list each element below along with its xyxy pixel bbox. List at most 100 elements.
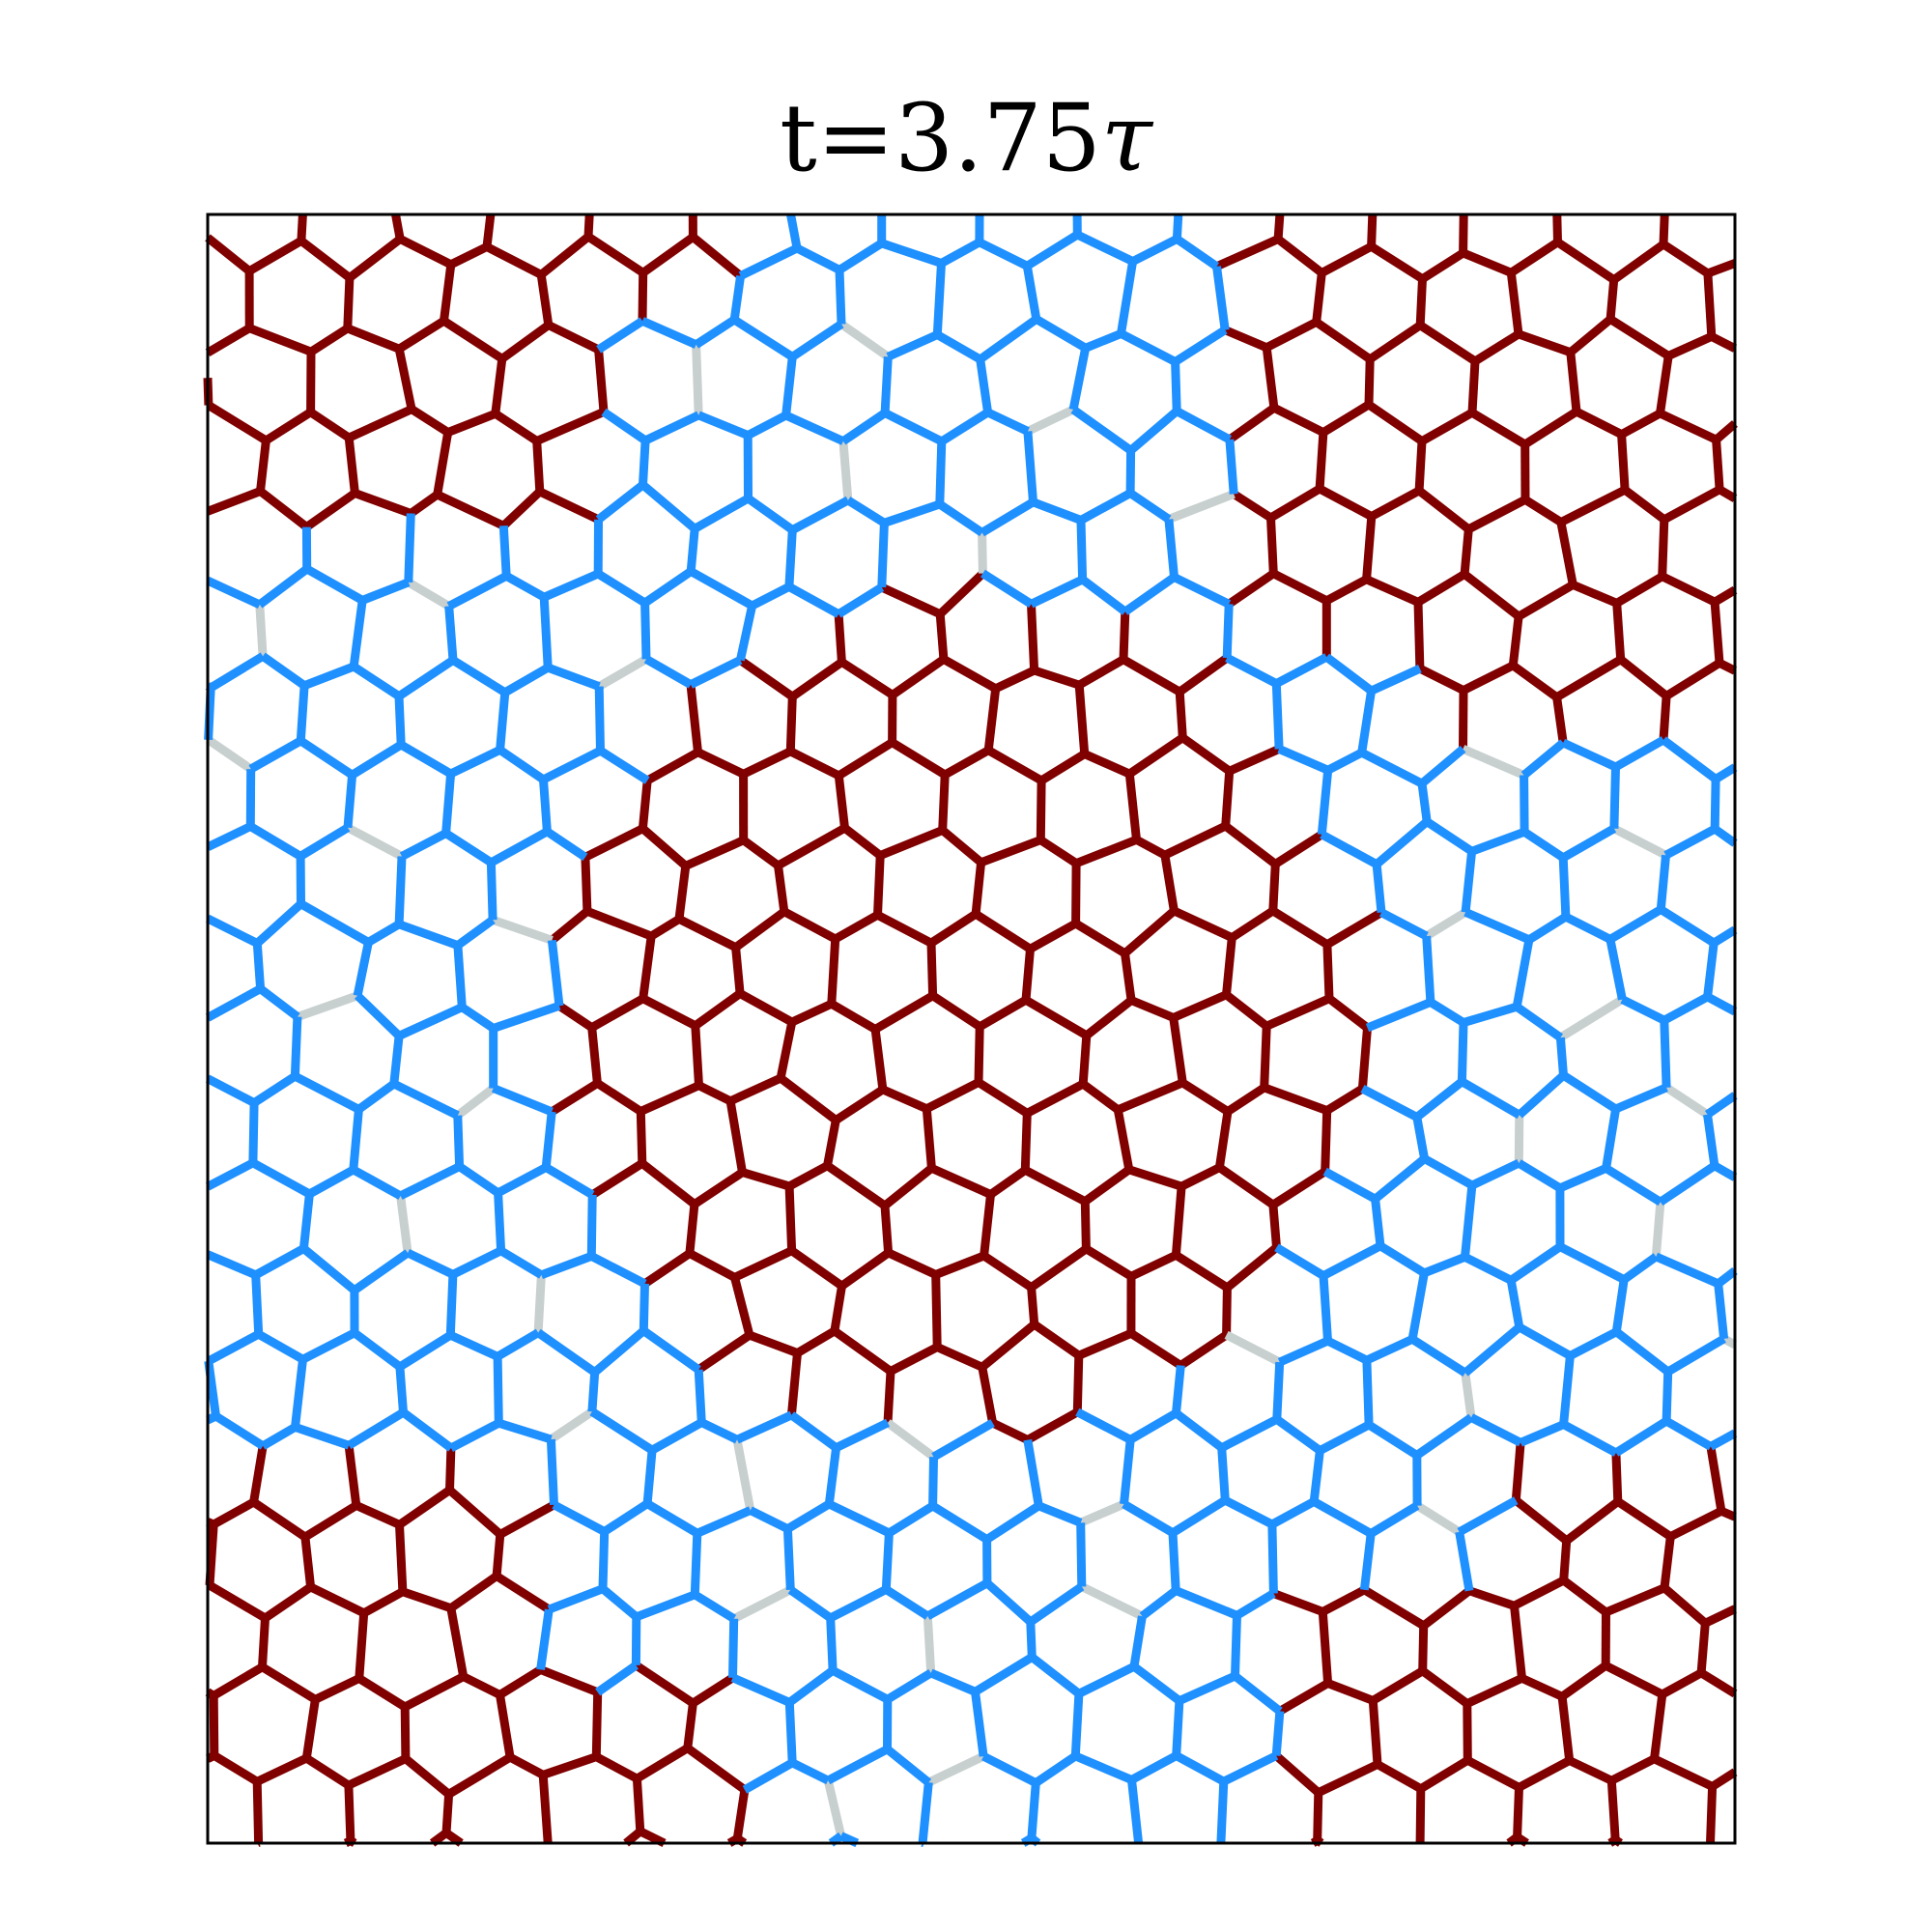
intruding-edge [493, 1356, 503, 1424]
bond-edge [400, 1706, 411, 1759]
intruding-edge [1660, 1020, 1671, 1088]
intruding-edge [1127, 1779, 1144, 1844]
broken-edge [885, 1419, 937, 1461]
bond-edge [1465, 1756, 1521, 1792]
bond-edge [696, 1081, 733, 1105]
intruding-edge [835, 270, 846, 325]
bond-edge [1038, 750, 1088, 784]
bond-edge [1072, 1355, 1084, 1412]
intruding-edge [290, 1016, 302, 1077]
bond-edge [977, 996, 1029, 1031]
intruding-edge [1217, 1447, 1230, 1501]
intruding-edge [1325, 1337, 1369, 1365]
intruding-edge [783, 411, 845, 445]
intruding-edge [1311, 1497, 1374, 1538]
bond-edge [355, 1612, 369, 1679]
intruding-edge [639, 440, 650, 486]
bond-edge [1227, 404, 1277, 443]
bond-edge [1418, 1625, 1429, 1671]
intruding-edge [977, 238, 1030, 270]
broken-edge [396, 1195, 412, 1254]
intruding-edge [1374, 818, 1431, 868]
intruding-edge [1521, 828, 1566, 862]
intruding-edge [1704, 1092, 1738, 1119]
intruding-edge [1372, 864, 1386, 914]
intruding-edge [1212, 266, 1230, 331]
bond-edge [1077, 1329, 1133, 1360]
intruding-edge [787, 1586, 834, 1622]
intruding-edge [1170, 1496, 1228, 1537]
broken-edge [1651, 1201, 1665, 1258]
bond-edge [638, 780, 652, 830]
bond-edge [930, 991, 982, 1031]
intruding-edge [1711, 925, 1738, 947]
intruding-edge [1037, 1501, 1083, 1527]
intruding-edge [343, 774, 357, 829]
bond-edge [1325, 1679, 1375, 1705]
intruding-edge [826, 1617, 838, 1671]
bond-edge [497, 1500, 556, 1539]
intruding-edge [1414, 1078, 1465, 1122]
intruding-edge [497, 1418, 553, 1444]
bond-edge [1222, 1287, 1232, 1335]
bond-edge [1173, 1251, 1230, 1292]
intruding-edge [981, 1752, 1038, 1787]
bond-edge [257, 487, 310, 531]
bond-edge [1558, 486, 1628, 526]
intruding-edge [1075, 230, 1135, 266]
bond-edge [395, 1524, 408, 1592]
bond-edge [1027, 1287, 1039, 1325]
bond-edge [1362, 1585, 1427, 1630]
intruding-edge [1460, 1077, 1522, 1120]
intruding-edge [1366, 1421, 1420, 1460]
intruding-edge [635, 1590, 696, 1622]
bond-edge [347, 405, 413, 442]
bond-edge [1032, 1321, 1082, 1359]
intruding-edge [1662, 992, 1710, 1025]
intruding-edge [1225, 654, 1279, 688]
bond-edge [1263, 1083, 1329, 1115]
intruding-edge [1516, 1159, 1563, 1192]
intruding-edge [984, 1502, 1041, 1544]
broken-edge [926, 1752, 986, 1787]
bond-edge [1513, 1787, 1523, 1837]
intruding-edge [1520, 775, 1529, 833]
broken-edge [345, 823, 405, 861]
bond-edge [1033, 666, 1081, 690]
intruding-edge [1517, 1322, 1573, 1360]
intruding-edge [694, 316, 737, 349]
intruding-edge [398, 1162, 462, 1200]
bond-edge [308, 1582, 366, 1617]
bond-edge [838, 1249, 892, 1290]
intruding-edge [980, 497, 1036, 537]
bond-edge [1171, 990, 1229, 1022]
intruding-edge [746, 412, 788, 440]
intruding-edge [205, 1158, 255, 1191]
bond-edge [1420, 1587, 1472, 1630]
bond-edge [1223, 326, 1268, 352]
intruding-edge [589, 1407, 655, 1454]
intruding-edge [213, 1412, 266, 1450]
intruding-edge [1661, 736, 1719, 783]
intruding-edge [1712, 825, 1738, 847]
bond-edge [1027, 604, 1039, 671]
intruding-edge [639, 481, 698, 532]
intruding-edge [1318, 1421, 1372, 1455]
intruding-edge [1519, 1420, 1566, 1447]
intruding-edge [1271, 1711, 1285, 1756]
intruding-edge [1129, 1751, 1179, 1784]
intruding-edge [541, 747, 603, 784]
bond-edge [696, 748, 746, 779]
intruding-edge [1070, 406, 1134, 454]
bond-edge [401, 1587, 453, 1612]
bond-edge [980, 1194, 995, 1257]
intruding-edge [291, 1358, 307, 1428]
bond-edge [1264, 318, 1319, 352]
intruding-edge [1422, 1253, 1467, 1277]
bond-edge [623, 1828, 643, 1847]
intruding-edge [699, 1418, 739, 1444]
bond-edge [435, 490, 506, 530]
intruding-edge [1360, 1085, 1419, 1122]
bond-edge [546, 321, 601, 354]
bond-edge [639, 1081, 701, 1116]
